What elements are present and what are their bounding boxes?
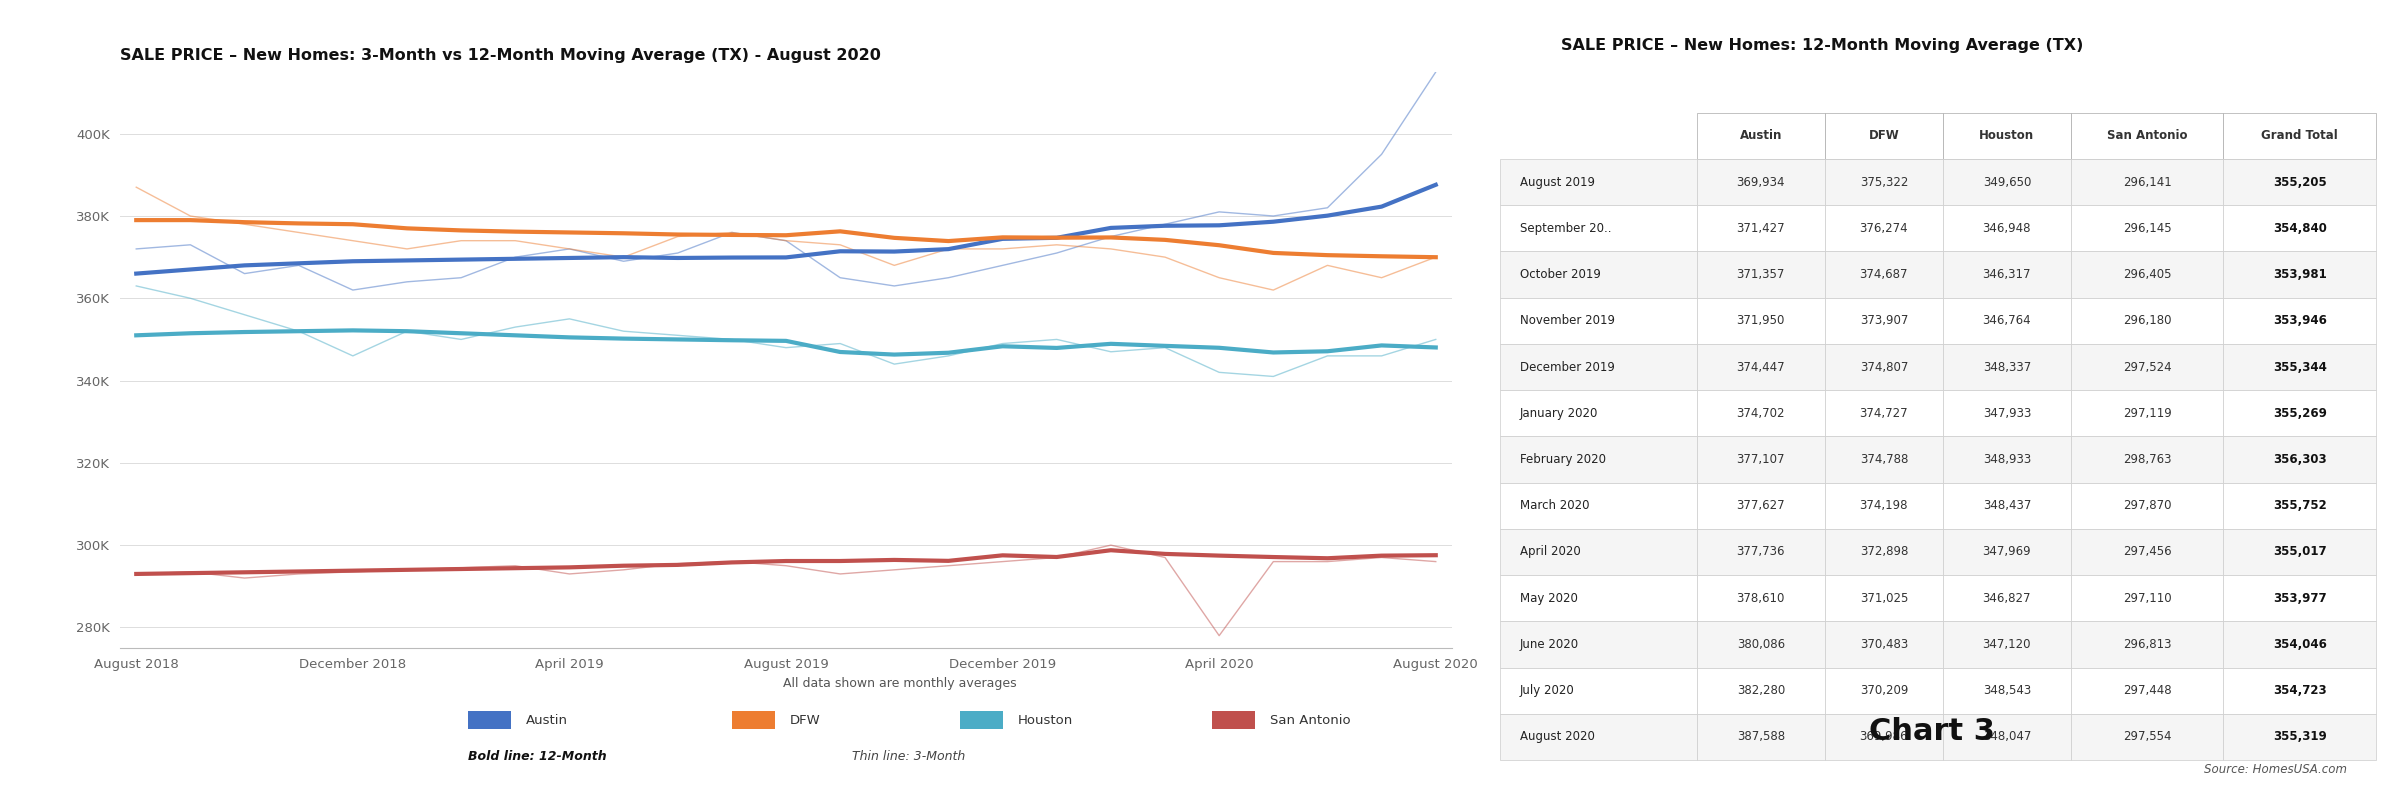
Text: All data shown are monthly averages: All data shown are monthly averages — [782, 678, 1018, 690]
Text: DFW: DFW — [790, 714, 821, 726]
Text: Bold line: 12-Month: Bold line: 12-Month — [468, 750, 607, 762]
Text: Thin line: 3-Month: Thin line: 3-Month — [852, 750, 965, 762]
Text: SALE PRICE – New Homes: 3-Month vs 12-Month Moving Average (TX) - August 2020: SALE PRICE – New Homes: 3-Month vs 12-Mo… — [120, 47, 881, 62]
Text: SALE PRICE – New Homes: 12-Month Moving Average (TX): SALE PRICE – New Homes: 12-Month Moving … — [1562, 38, 2083, 53]
Text: San Antonio: San Antonio — [1270, 714, 1351, 726]
Text: Chart 3: Chart 3 — [1870, 718, 1994, 746]
Text: Austin: Austin — [526, 714, 569, 726]
Text: Houston: Houston — [1018, 714, 1073, 726]
Text: Source: HomesUSA.com: Source: HomesUSA.com — [2203, 763, 2347, 776]
